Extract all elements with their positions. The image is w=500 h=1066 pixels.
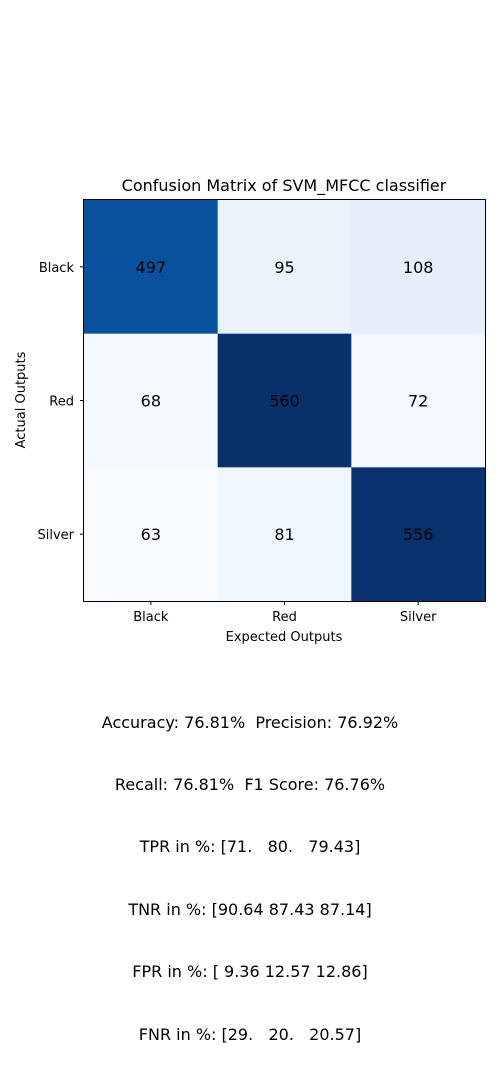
y-axis-ticks: Black Red Silver (37, 261, 84, 543)
fnr-line: FNR in %: [29. 20. 20.57] (138, 1024, 362, 1044)
metrics-summary: Accuracy: 76.81% Precision: 76.92% Recal… (0, 671, 500, 1066)
y-axis-label: Actual Outputs (14, 351, 29, 448)
cell-value-label: 560 (269, 392, 300, 411)
y-tick-label: Red (49, 395, 74, 410)
heatmap-cell (217, 467, 352, 602)
x-tick-label: Red (272, 610, 297, 625)
heatmap-cell (217, 333, 352, 468)
heatmap-cell (217, 200, 352, 335)
tpr-line: TPR in %: [71. 80. 79.43] (139, 837, 361, 857)
heatmap-cells (84, 200, 486, 602)
accuracy-precision-line: Accuracy: 76.81% Precision: 76.92% (101, 712, 399, 732)
cell-value-label: 95 (274, 258, 294, 277)
fpr-line: FPR in %: [ 9.36 12.57 12.86] (132, 962, 368, 982)
x-axis-ticks: Black Red Silver (133, 601, 437, 625)
cell-value-label: 81 (274, 525, 294, 544)
x-tick-label: Black (133, 610, 169, 625)
y-tick-label: Silver (37, 528, 74, 543)
y-tick-label: Black (39, 261, 75, 276)
heatmap-cell (84, 200, 219, 335)
x-tick-label: Silver (400, 610, 437, 625)
heatmap-cell (84, 333, 219, 468)
cell-value-label: 68 (141, 392, 161, 411)
cell-value-label: 72 (408, 392, 428, 411)
heatmap-cell (351, 200, 486, 335)
heatmap-cell (84, 467, 219, 602)
heatmap-cell (351, 333, 486, 468)
recall-f1-line: Recall: 76.81% F1 Score: 76.76% (114, 774, 386, 794)
cell-value-label: 63 (141, 525, 161, 544)
cell-value-label: 556 (403, 525, 434, 544)
confusion-matrix-figure: Confusion Matrix of SVM_MFCC classifier … (14, 176, 486, 645)
heatmap-cell (351, 467, 486, 602)
cell-value-label: 108 (403, 258, 434, 277)
x-axis-label: Expected Outputs (226, 630, 343, 645)
heatmap-cell-labels: 497 95 108 68 560 72 63 81 556 (136, 258, 434, 544)
tnr-line: TNR in %: [90.64 87.43 87.14] (128, 899, 372, 919)
cell-value-label: 497 (136, 258, 167, 277)
chart-title: Confusion Matrix of SVM_MFCC classifier (122, 176, 447, 196)
